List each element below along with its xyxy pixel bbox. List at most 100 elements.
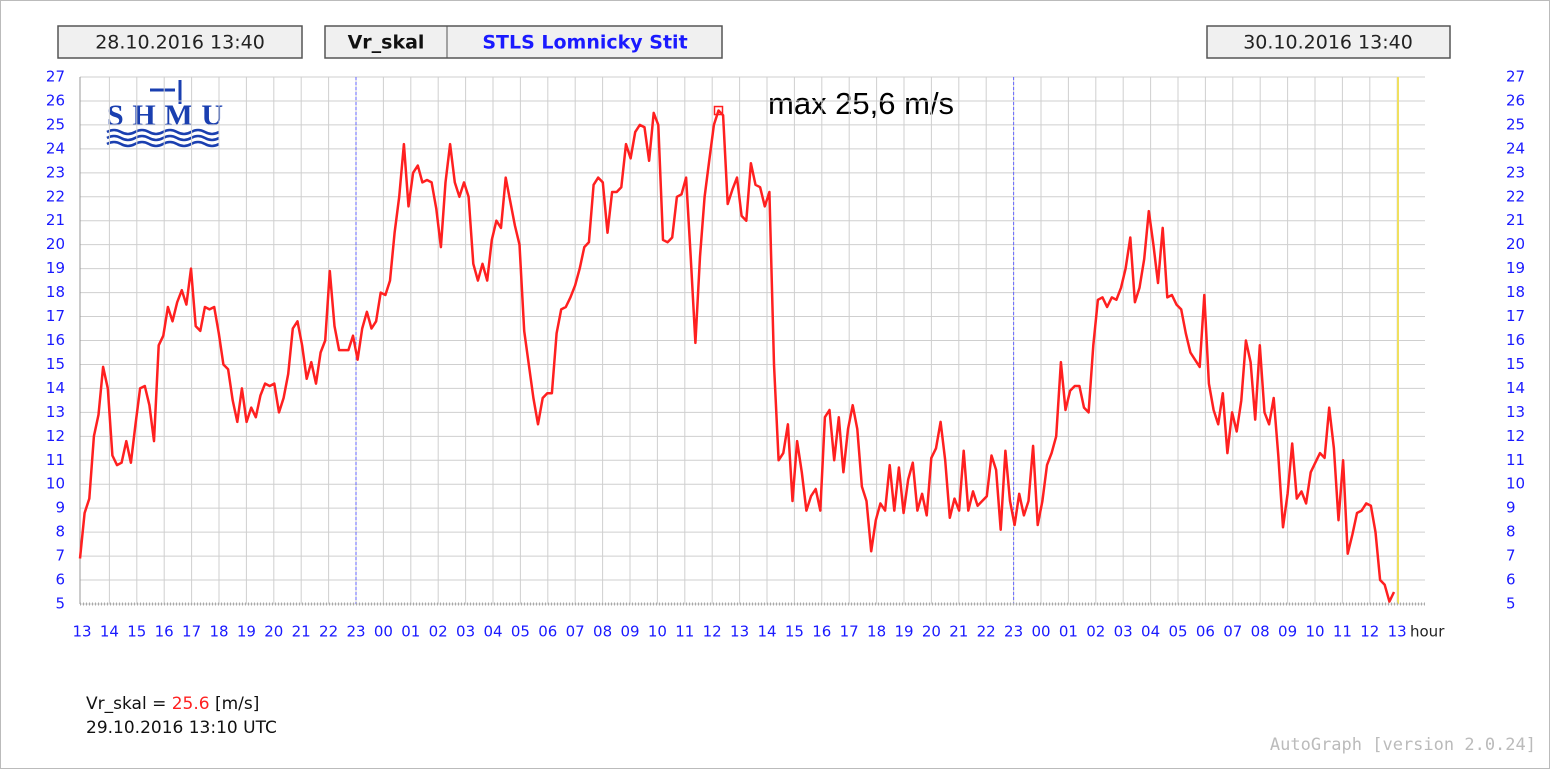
y2-tick-label: 10 <box>1506 475 1525 493</box>
x-tick-label: 13 <box>1388 623 1407 641</box>
y-tick-label: 20 <box>46 235 65 253</box>
x-tick-label: 08 <box>1251 623 1270 641</box>
y-tick-label: 19 <box>46 259 65 277</box>
y-tick-label: 25 <box>46 115 65 133</box>
y2-tick-label: 14 <box>1506 379 1525 397</box>
y2-tick-label: 20 <box>1506 235 1525 253</box>
y-tick-label: 13 <box>46 403 65 421</box>
y2-tick-label: 26 <box>1506 91 1525 109</box>
readout-time: 29.10.2016 13:10 UTC <box>86 718 277 738</box>
y2-tick-label: 23 <box>1506 163 1525 181</box>
max-marker <box>713 105 724 116</box>
y2-tick-label: 24 <box>1506 139 1525 157</box>
x-axis-label: hour <box>1410 623 1445 641</box>
x-tick-label: 11 <box>1333 623 1352 641</box>
x-tick-label: 18 <box>209 623 228 641</box>
x-tick-label: 22 <box>977 623 996 641</box>
x-tick-label: 04 <box>1141 623 1160 641</box>
y2-tick-label: 11 <box>1506 451 1525 469</box>
logo-waves <box>106 128 220 148</box>
x-tick-label: 07 <box>566 623 585 641</box>
x-tick-label: 20 <box>922 623 941 641</box>
end-box <box>1206 25 1451 59</box>
x-tick-label: 17 <box>840 623 859 641</box>
y-tick-label: 16 <box>46 331 65 349</box>
y2-tick-label: 12 <box>1506 427 1525 445</box>
readout-value: 25.6 <box>172 694 210 714</box>
x-tick-label: 14 <box>100 623 119 641</box>
y2-tick-label: 19 <box>1506 259 1525 277</box>
readout-unit: [m/s] <box>215 694 259 714</box>
x-tick-label: 19 <box>894 623 913 641</box>
y-tick-label: 11 <box>46 451 65 469</box>
station: STLS Lomnicky Stit <box>482 32 687 54</box>
x-tick-label: 07 <box>1223 623 1242 641</box>
x-tick-label: 10 <box>1305 623 1324 641</box>
y-tick-label: 24 <box>46 139 65 157</box>
y-tick-label: 26 <box>46 91 65 109</box>
x-tick-label: 12 <box>703 623 722 641</box>
x-tick-label: 00 <box>374 623 393 641</box>
y-tick-label: 7 <box>55 547 65 565</box>
y-tick-label: 17 <box>46 307 65 325</box>
x-tick-label: 10 <box>648 623 667 641</box>
credit: AutoGraph [version 2.0.24] <box>1270 735 1536 755</box>
y-tick-label: 23 <box>46 163 65 181</box>
x-tick-label: 09 <box>1278 623 1297 641</box>
variable: Vr_skal <box>348 32 425 54</box>
x-tick-label: 20 <box>264 623 283 641</box>
x-tick-label: 12 <box>1360 623 1379 641</box>
x-tick-label: 23 <box>346 623 365 641</box>
y-tick-label: 18 <box>46 283 65 301</box>
y2-tick-label: 25 <box>1506 115 1525 133</box>
end-time: 30.10.2016 13:40 <box>1243 32 1413 54</box>
y2-tick-label: 13 <box>1506 403 1525 421</box>
x-tick-label: 03 <box>456 623 475 641</box>
y2-tick-label: 6 <box>1506 571 1516 589</box>
x-tick-label: 22 <box>319 623 338 641</box>
y2-tick-label: 18 <box>1506 283 1525 301</box>
y-tick-label: 8 <box>55 523 65 541</box>
x-tick-label: 00 <box>1031 623 1050 641</box>
x-tick-label: 02 <box>1086 623 1105 641</box>
x-tick-label: 02 <box>429 623 448 641</box>
readout-label: Vr_skal = <box>86 694 166 714</box>
y-tick-label: 12 <box>46 427 65 445</box>
x-tick-label: 21 <box>949 623 968 641</box>
x-tick-label: 15 <box>785 623 804 641</box>
y-tick-label: 14 <box>46 379 65 397</box>
x-tick-label: 03 <box>1114 623 1133 641</box>
y-tick-label: 22 <box>46 187 65 205</box>
y2-tick-label: 7 <box>1506 547 1516 565</box>
station-box <box>324 25 723 59</box>
y2-tick-label: 15 <box>1506 355 1525 373</box>
x-tick-label: 19 <box>237 623 256 641</box>
x-tick-label: 13 <box>72 623 91 641</box>
x-tick-label: 23 <box>1004 623 1023 641</box>
x-tick-label: 04 <box>483 623 502 641</box>
x-tick-label: 06 <box>538 623 557 641</box>
x-tick-label: 05 <box>1168 623 1187 641</box>
series-line <box>78 109 1396 603</box>
x-tick-label: 08 <box>593 623 612 641</box>
y-tick-label: 9 <box>55 499 65 517</box>
start-time: 28.10.2016 13:40 <box>95 32 265 54</box>
x-tick-label: 05 <box>511 623 530 641</box>
y2-tick-label: 21 <box>1506 211 1525 229</box>
x-tick-label: 15 <box>127 623 146 641</box>
max-annotation: max 25,6 m/s <box>768 86 954 121</box>
x-tick-label: 13 <box>730 623 749 641</box>
x-tick-label: 09 <box>620 623 639 641</box>
x-tick-label: 21 <box>292 623 311 641</box>
x-tick-label: 18 <box>867 623 886 641</box>
x-tick-label: 16 <box>812 623 831 641</box>
x-tick-label: 17 <box>182 623 201 641</box>
y-tick-label: 10 <box>46 475 65 493</box>
x-tick-label: 11 <box>675 623 694 641</box>
x-tick-label: 06 <box>1196 623 1215 641</box>
y2-tick-label: 16 <box>1506 331 1525 349</box>
x-tick-label: 14 <box>757 623 776 641</box>
start-box <box>57 25 303 59</box>
y-tick-label: 6 <box>55 571 65 589</box>
